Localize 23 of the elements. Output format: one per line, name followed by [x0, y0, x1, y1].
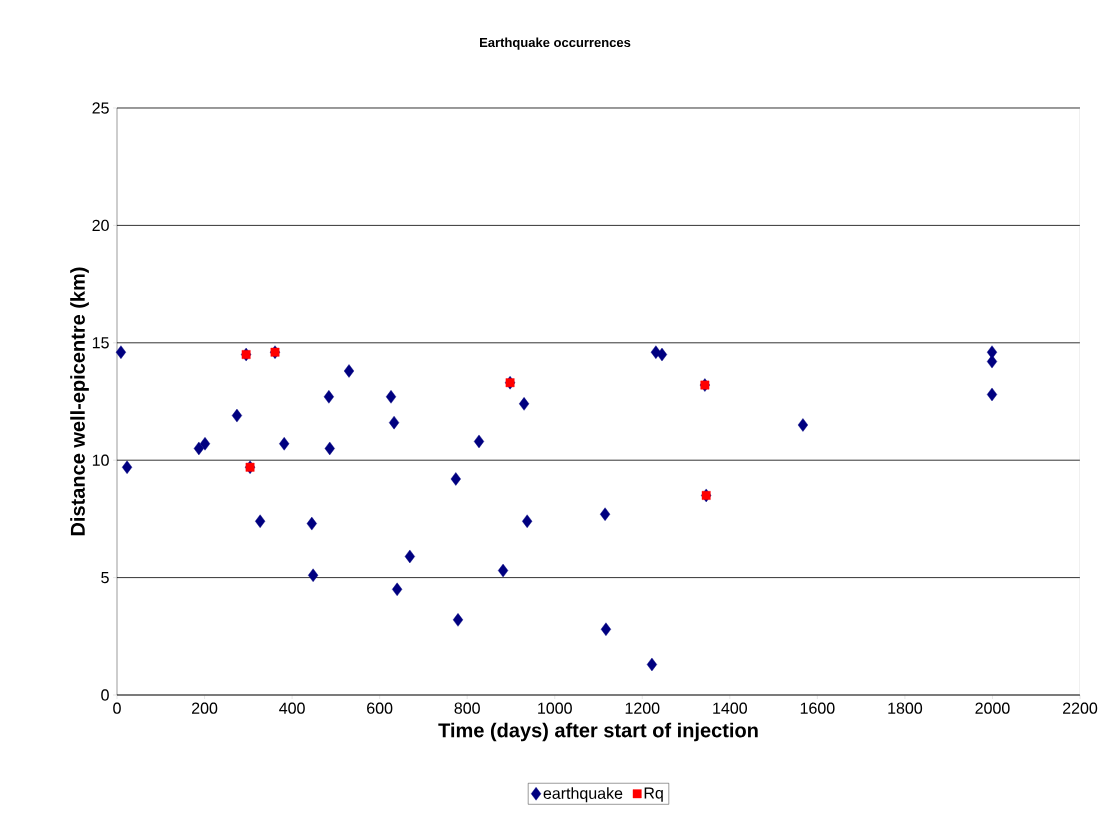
x-tick-label: 0 — [113, 702, 121, 714]
x-tick-label: 400 — [279, 702, 305, 714]
x-tick-label: 200 — [192, 702, 218, 714]
y-tick-label: 5 — [101, 572, 109, 584]
y-axis-title: Distance well-epicentre (km) — [70, 267, 89, 536]
y-tick-label: 0 — [101, 689, 109, 701]
y-tick-label: 15 — [92, 337, 109, 349]
legend-label: earthquake — [543, 787, 623, 803]
x-tick-label: 1600 — [800, 702, 835, 714]
x-tick-label: 800 — [454, 702, 480, 714]
x-axis-title: Time (days) after start of injection — [438, 722, 758, 742]
legend-label: Rq — [644, 787, 663, 802]
x-tick-label: 2200 — [1063, 702, 1098, 714]
x-tick-label: 1200 — [625, 702, 660, 714]
y-tick-label: 20 — [92, 219, 109, 232]
x-tick-label: 1000 — [538, 702, 572, 714]
chart-title: Earthquake occurrences — [480, 37, 631, 50]
y-tick-label: 25 — [92, 102, 109, 114]
x-tick-label: 1400 — [713, 702, 747, 714]
x-tick-label: 600 — [367, 702, 393, 714]
x-tick-label: 1800 — [888, 702, 923, 714]
x-tick-label: 2000 — [975, 702, 1010, 714]
y-tick-label: 10 — [92, 454, 109, 466]
